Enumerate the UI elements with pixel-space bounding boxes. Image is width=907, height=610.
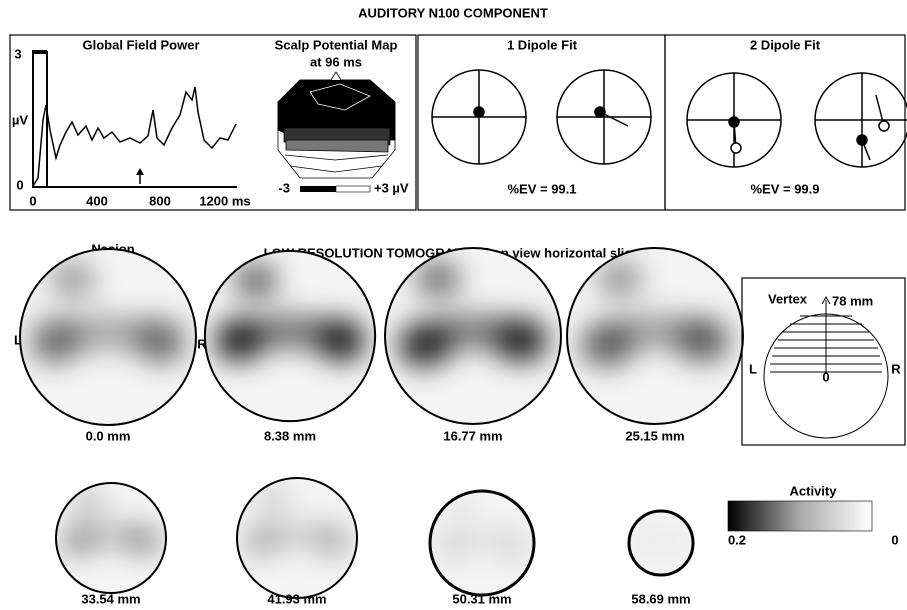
slice-image (629, 511, 693, 575)
slice-blobs (244, 487, 350, 556)
activity-max: 0 (891, 532, 898, 547)
blob (55, 315, 161, 351)
figure-title: AUDITORY N100 COMPONENT (358, 5, 548, 20)
dipole2-panel (664, 34, 906, 211)
slice-label: 33.54 mm (81, 591, 140, 606)
x-label: 800 (149, 193, 171, 208)
slice-label: 0.0 mm (86, 428, 131, 443)
slice-outline (19, 248, 197, 426)
scalp-map (277, 71, 396, 179)
slice-blobs (30, 262, 186, 364)
slice-blobs (62, 491, 160, 555)
slice-image (567, 248, 743, 424)
slices: 0.0 mm 8.38 mm 16.77 mm 25.15 mm 33.54 mm 41.… (19, 247, 744, 606)
slice-outline (627, 509, 695, 577)
blob (75, 491, 103, 514)
gfp-panel (9, 34, 417, 211)
blob (602, 314, 708, 350)
slice-blobs (632, 515, 690, 553)
scale-max: +3 µV (374, 180, 409, 195)
scale-min: -3 (278, 180, 290, 195)
slice-outline (203, 249, 377, 423)
activity-min: 0.2 (728, 532, 746, 547)
dipole2-title: 2 Dipole Fit (750, 37, 821, 52)
slice-image (56, 483, 166, 593)
slice-image (430, 491, 534, 595)
dipole1-ev: %EV = 99.1 (507, 181, 576, 196)
right-label: R (197, 336, 207, 351)
blob (641, 535, 681, 548)
y-label: 3 (14, 46, 21, 61)
slice-blobs (215, 263, 365, 362)
slice-outline (55, 482, 167, 594)
vertex-right: R (891, 361, 901, 376)
vertex-diagram (763, 295, 889, 439)
blob (50, 262, 95, 298)
vertex-panel (741, 277, 906, 446)
slice-label: 8.38 mm (264, 428, 316, 443)
vertex-zero: 0 (822, 369, 829, 384)
blob (234, 263, 278, 298)
x-label: 400 (86, 193, 108, 208)
slice-outline (236, 477, 358, 599)
x-label: 0 (29, 193, 36, 208)
blob (258, 487, 288, 511)
dipole-heads (431, 69, 907, 168)
blob (261, 523, 333, 547)
slice-image (385, 248, 561, 424)
blob (420, 314, 526, 350)
slice-blobs (398, 261, 548, 367)
x-label: 1200 ms (199, 193, 250, 208)
slice-outline (566, 247, 744, 425)
map-scale (300, 185, 371, 193)
vertex-height: 78 mm (832, 293, 873, 308)
vertex-left: L (749, 361, 757, 376)
slice-image (20, 249, 196, 425)
blob (78, 524, 144, 547)
left-label: L (14, 332, 22, 347)
blob (640, 515, 657, 529)
slice-blobs (580, 261, 730, 367)
gfp-title: Global Field Power (82, 37, 199, 52)
y-label: 0 (16, 177, 23, 192)
blob (450, 530, 514, 551)
map-subtitle: at 96 ms (310, 54, 362, 69)
slice-image (237, 478, 357, 598)
slice-label: 50.31 mm (452, 591, 511, 606)
slice-outline (384, 247, 562, 425)
slice-outline (428, 489, 536, 597)
y-label: µV (12, 112, 28, 127)
slice-label: 58.69 mm (631, 591, 690, 606)
slice-image (204, 250, 376, 422)
dipole1-title: 1 Dipole Fit (507, 37, 578, 52)
activity-title: Activity (790, 483, 838, 498)
slice-blobs (436, 498, 528, 559)
dipole2-ev: %EV = 99.9 (750, 181, 819, 196)
activity-bar (727, 500, 873, 532)
map-title: Scalp Potential Map (275, 37, 398, 52)
gfp-plot (32, 50, 237, 188)
blob (597, 261, 642, 297)
blob (415, 261, 460, 297)
vertex-label: Vertex (768, 291, 808, 306)
slice-label: 41.93 mm (267, 591, 326, 606)
blob (448, 498, 475, 520)
blob (238, 314, 342, 349)
slice-label: 25.15 mm (625, 428, 684, 443)
slice-label: 16.77 mm (443, 428, 502, 443)
